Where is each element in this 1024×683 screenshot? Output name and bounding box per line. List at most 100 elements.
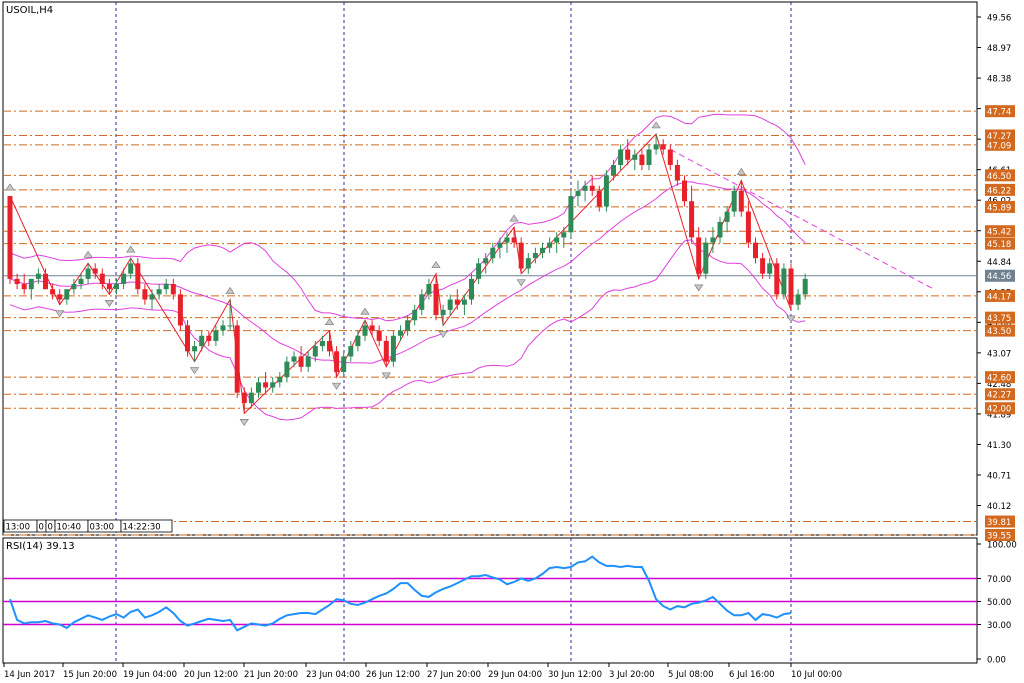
candle <box>454 289 460 310</box>
candle-body <box>234 325 240 393</box>
candle <box>554 232 560 253</box>
candle-body <box>121 273 127 285</box>
time-tick-label: 29 Jun 04:00 <box>488 670 542 680</box>
candle <box>738 180 744 217</box>
candle <box>248 387 254 409</box>
candle-body <box>92 268 98 274</box>
candle-body <box>625 149 631 160</box>
candle-body <box>170 284 176 295</box>
candle <box>710 227 716 253</box>
candle <box>660 139 666 155</box>
candle-body <box>71 284 77 290</box>
candle <box>611 159 616 181</box>
rsi-panel-frame <box>2 537 978 664</box>
price-tick-label: 41.89 <box>987 410 1011 420</box>
level-label: 42.27 <box>987 391 1011 401</box>
candle <box>35 268 41 285</box>
level-label: 44.17 <box>987 292 1011 302</box>
time-tick-label: 27 Jun 20:00 <box>427 670 481 680</box>
candle <box>263 371 269 393</box>
level-label-box <box>985 183 1015 196</box>
fractal-up-marker <box>225 286 235 294</box>
candle-body <box>227 325 233 327</box>
candle <box>256 377 261 398</box>
price-panel: USOIL,H4 49.5648.9748.3847.7947.2046.614… <box>2 1 1015 542</box>
candle <box>405 315 411 336</box>
time-axis: 14 Jun 2017 15 Jun 20:00 19 Jun 04:00 20 Ju… <box>3 663 842 680</box>
level-label-box <box>985 105 1015 118</box>
candle <box>426 278 432 300</box>
candle-body <box>277 377 283 383</box>
rsi-title: RSI(14) 39.13 <box>6 541 75 552</box>
candle-body <box>611 165 616 176</box>
candle <box>99 268 105 290</box>
candle-body <box>440 309 446 316</box>
candle-body <box>724 211 730 222</box>
candle-body <box>731 190 737 212</box>
candle <box>156 284 162 300</box>
rsi-tick-label: 50.00 <box>987 598 1011 608</box>
level-label: 46.50 <box>987 172 1011 182</box>
candle-body <box>14 278 20 285</box>
time-tick-label: 19 Jun 04:00 <box>123 670 177 680</box>
time-tick-label: 21 Jun 20:00 <box>244 670 298 680</box>
fractal-down-marker <box>786 315 796 323</box>
candle-body <box>788 268 794 305</box>
candle-body <box>426 284 432 295</box>
candle-body <box>270 382 276 388</box>
candle <box>383 335 389 367</box>
candle-body <box>632 154 638 160</box>
fractal-up-marker <box>431 261 441 269</box>
candle <box>185 320 190 357</box>
candle-body <box>312 346 318 357</box>
candle <box>64 289 70 305</box>
candle-body <box>199 335 205 347</box>
candle <box>227 299 233 331</box>
lower-band <box>9 239 806 421</box>
candle-body <box>248 392 254 404</box>
candle-body <box>461 299 467 305</box>
level-label-box <box>985 388 1015 401</box>
rsi-levels <box>3 577 977 626</box>
time-label: 03:00 <box>90 523 115 533</box>
fractal-down-marker <box>55 310 65 318</box>
candle <box>319 335 325 352</box>
candle-body <box>795 294 801 305</box>
candle-body <box>99 273 105 285</box>
candle <box>540 242 545 259</box>
level-label: 39.55 <box>987 532 1011 542</box>
price-tick-label: 49.56 <box>987 14 1011 24</box>
candle-body <box>57 294 63 300</box>
candle <box>753 237 758 264</box>
candle <box>646 144 652 171</box>
candle-body <box>405 320 411 331</box>
candle-body <box>85 268 91 279</box>
candle <box>390 330 396 367</box>
candle-body <box>476 263 482 279</box>
candle <box>774 258 780 300</box>
time-tick-label: 10 Jul 00:00 <box>791 670 842 680</box>
candle <box>170 278 176 300</box>
time-label: 13:00 <box>6 523 31 533</box>
candle-body <box>78 278 84 285</box>
fractal-markers <box>5 121 796 427</box>
candle <box>341 351 347 378</box>
candle <box>689 185 695 243</box>
level-label: 46.22 <box>987 186 1011 196</box>
candle <box>447 294 453 316</box>
candle <box>433 273 439 321</box>
price-tick-label: 40.71 <box>987 471 1011 481</box>
candle-body <box>390 335 396 362</box>
candle <box>802 273 808 300</box>
rsi-tick-label: 100.00 <box>987 541 1017 551</box>
candle <box>284 356 290 383</box>
current-price-label: 44.56 <box>987 272 1011 282</box>
candle-body <box>540 247 545 253</box>
fractal-down-marker <box>438 331 448 339</box>
candle-body <box>398 330 403 336</box>
candle <box>206 330 212 347</box>
middle-band <box>9 181 806 364</box>
candle <box>476 258 482 285</box>
